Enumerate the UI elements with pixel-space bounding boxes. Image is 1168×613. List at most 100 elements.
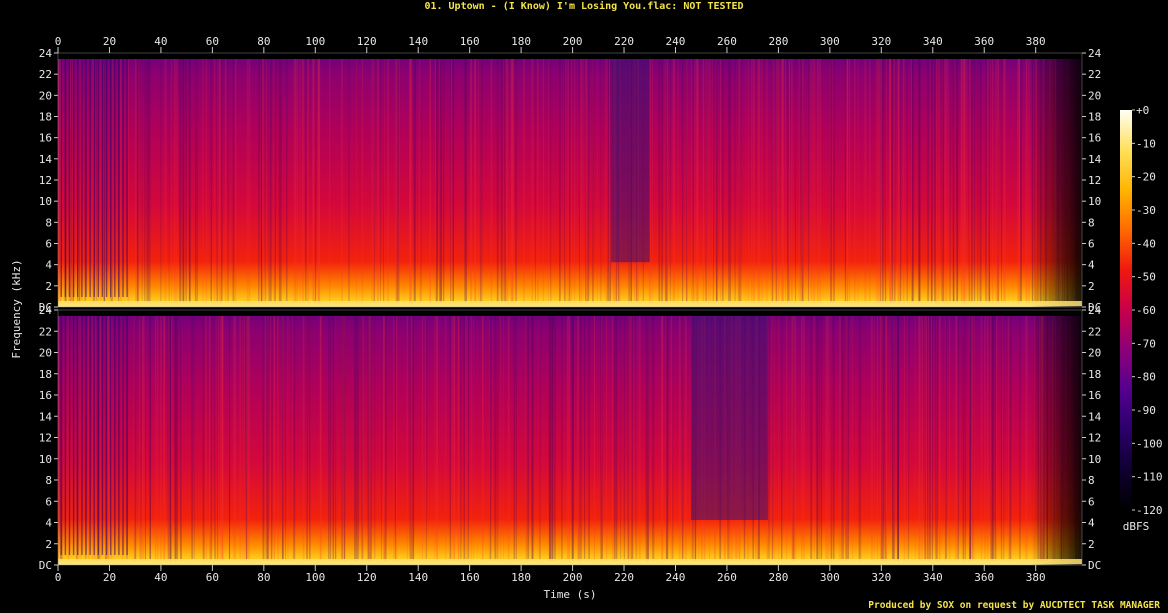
colorbar-tick-label: -70 xyxy=(1136,337,1156,350)
spectrum-streak xyxy=(381,316,382,561)
spectrogram-panels xyxy=(58,53,1082,565)
spectrum-streak xyxy=(771,59,773,303)
spectrum-streak xyxy=(758,59,760,303)
spectrum-streak xyxy=(632,316,634,561)
spectrum-streak xyxy=(564,59,566,303)
x-tick-label: 20 xyxy=(103,571,116,584)
spectrum-streak xyxy=(997,59,999,303)
spectrum-streak xyxy=(453,316,456,561)
spectrum-streak xyxy=(260,59,262,303)
spectrum-streak xyxy=(500,316,502,561)
spectrum-streak xyxy=(844,59,846,303)
spectrum-streak xyxy=(149,59,151,303)
spectrum-streak xyxy=(1004,59,1006,303)
spectrum-streak xyxy=(262,316,265,561)
spectrum-streak xyxy=(512,59,514,303)
spectrum-streak xyxy=(795,59,796,303)
spectrum-field xyxy=(58,310,1082,565)
spectrum-streak xyxy=(606,316,608,561)
spectrum-streak xyxy=(686,59,688,303)
spectrum-streak xyxy=(695,59,698,303)
x-tick-label: 200 xyxy=(563,35,583,48)
spectrum-streak xyxy=(772,59,774,303)
spectrum-streak xyxy=(163,316,165,561)
spectrum-streak xyxy=(898,59,901,303)
spectrum-streak xyxy=(502,59,504,303)
spectrum-streak xyxy=(694,59,696,303)
spectrum-streak xyxy=(168,59,170,303)
spectrum-streak xyxy=(778,59,780,303)
y-tick-label: 18 xyxy=(1088,368,1101,381)
intro-bar xyxy=(89,316,91,555)
x-tick-label: 180 xyxy=(511,571,531,584)
spectrum-streak xyxy=(202,316,205,561)
spectrum-streak xyxy=(715,59,718,303)
spectrum-streak xyxy=(170,316,172,561)
y-tick-label: DC xyxy=(1088,559,1101,572)
x-tick-label: 220 xyxy=(614,35,634,48)
spectrum-streak xyxy=(897,316,899,561)
spectrum-streak xyxy=(928,316,930,561)
spectrum-streak xyxy=(306,316,308,561)
spectrum-streak xyxy=(293,59,296,303)
spectrum-streak xyxy=(79,59,81,303)
spectrum-streak xyxy=(242,316,243,561)
spectrum-streak xyxy=(149,316,151,561)
spectrum-streak xyxy=(495,316,497,561)
spectrum-streak xyxy=(777,59,779,303)
spectrum-streak xyxy=(564,59,567,303)
spectrum-streak xyxy=(768,316,770,561)
spectrum-streak xyxy=(453,316,455,561)
spectrum-streak xyxy=(845,316,848,561)
spectrum-streak xyxy=(652,316,654,561)
y-tick-label: 4 xyxy=(1088,259,1095,272)
spectrum-streak xyxy=(991,59,994,303)
spectrum-streak xyxy=(500,59,503,303)
spectrum-streak xyxy=(801,316,803,561)
spectrum-streak xyxy=(1028,59,1029,303)
spectrum-streak xyxy=(986,316,989,561)
spectrum-streak xyxy=(846,59,848,303)
spectrum-streak xyxy=(106,316,109,561)
intro-bar xyxy=(77,59,79,297)
spectrum-streak xyxy=(458,316,460,561)
colorbar: +0 -10 -20 -30 -40 -50 -60 -70 -80 -90 -100 -110 -12… xyxy=(1120,104,1163,533)
spectrum-streak xyxy=(918,59,920,303)
spectrum-streak xyxy=(710,59,711,303)
spectrum-streak xyxy=(569,59,571,303)
spectrum-streak xyxy=(548,316,551,561)
spectrum-streak xyxy=(356,59,357,303)
spectrum-streak xyxy=(924,316,925,561)
y-tick-label: 24 xyxy=(1088,304,1102,317)
spectrum-streak xyxy=(174,316,177,561)
spectrum-streak xyxy=(874,316,875,561)
spectrum-streak xyxy=(601,316,603,561)
x-tick-label: 80 xyxy=(257,571,270,584)
spectrum-streak xyxy=(414,59,416,303)
spectrum-streak xyxy=(820,59,821,303)
spectrum-streak xyxy=(944,59,945,303)
spectrum-streak xyxy=(78,59,81,303)
spectrum-streak xyxy=(884,59,886,303)
spectrum-streak xyxy=(318,59,320,303)
spectrum-streak xyxy=(1025,59,1027,303)
spectrum-streak xyxy=(1018,59,1020,303)
spectrum-streak xyxy=(383,316,386,561)
spectrum-streak xyxy=(239,316,241,561)
spectrum-streak xyxy=(549,316,551,561)
spectrum-streak xyxy=(145,316,146,561)
spectrum-streak xyxy=(647,316,649,561)
spectrum-streak xyxy=(273,59,275,303)
y-tick-label: 4 xyxy=(1088,517,1095,530)
intro-bar xyxy=(110,316,112,555)
spectrum-streak xyxy=(426,316,428,561)
spectrum-streak xyxy=(393,316,395,561)
spectrum-streak xyxy=(908,316,910,561)
spectrum-streak xyxy=(988,59,990,303)
y-tick-label: 12 xyxy=(39,432,52,445)
spectrum-streak xyxy=(760,59,762,303)
spectrum-streak xyxy=(586,59,587,303)
spectrum-streak xyxy=(945,316,947,561)
spectrum-streak xyxy=(953,59,955,303)
x-tick-label: 160 xyxy=(460,571,480,584)
